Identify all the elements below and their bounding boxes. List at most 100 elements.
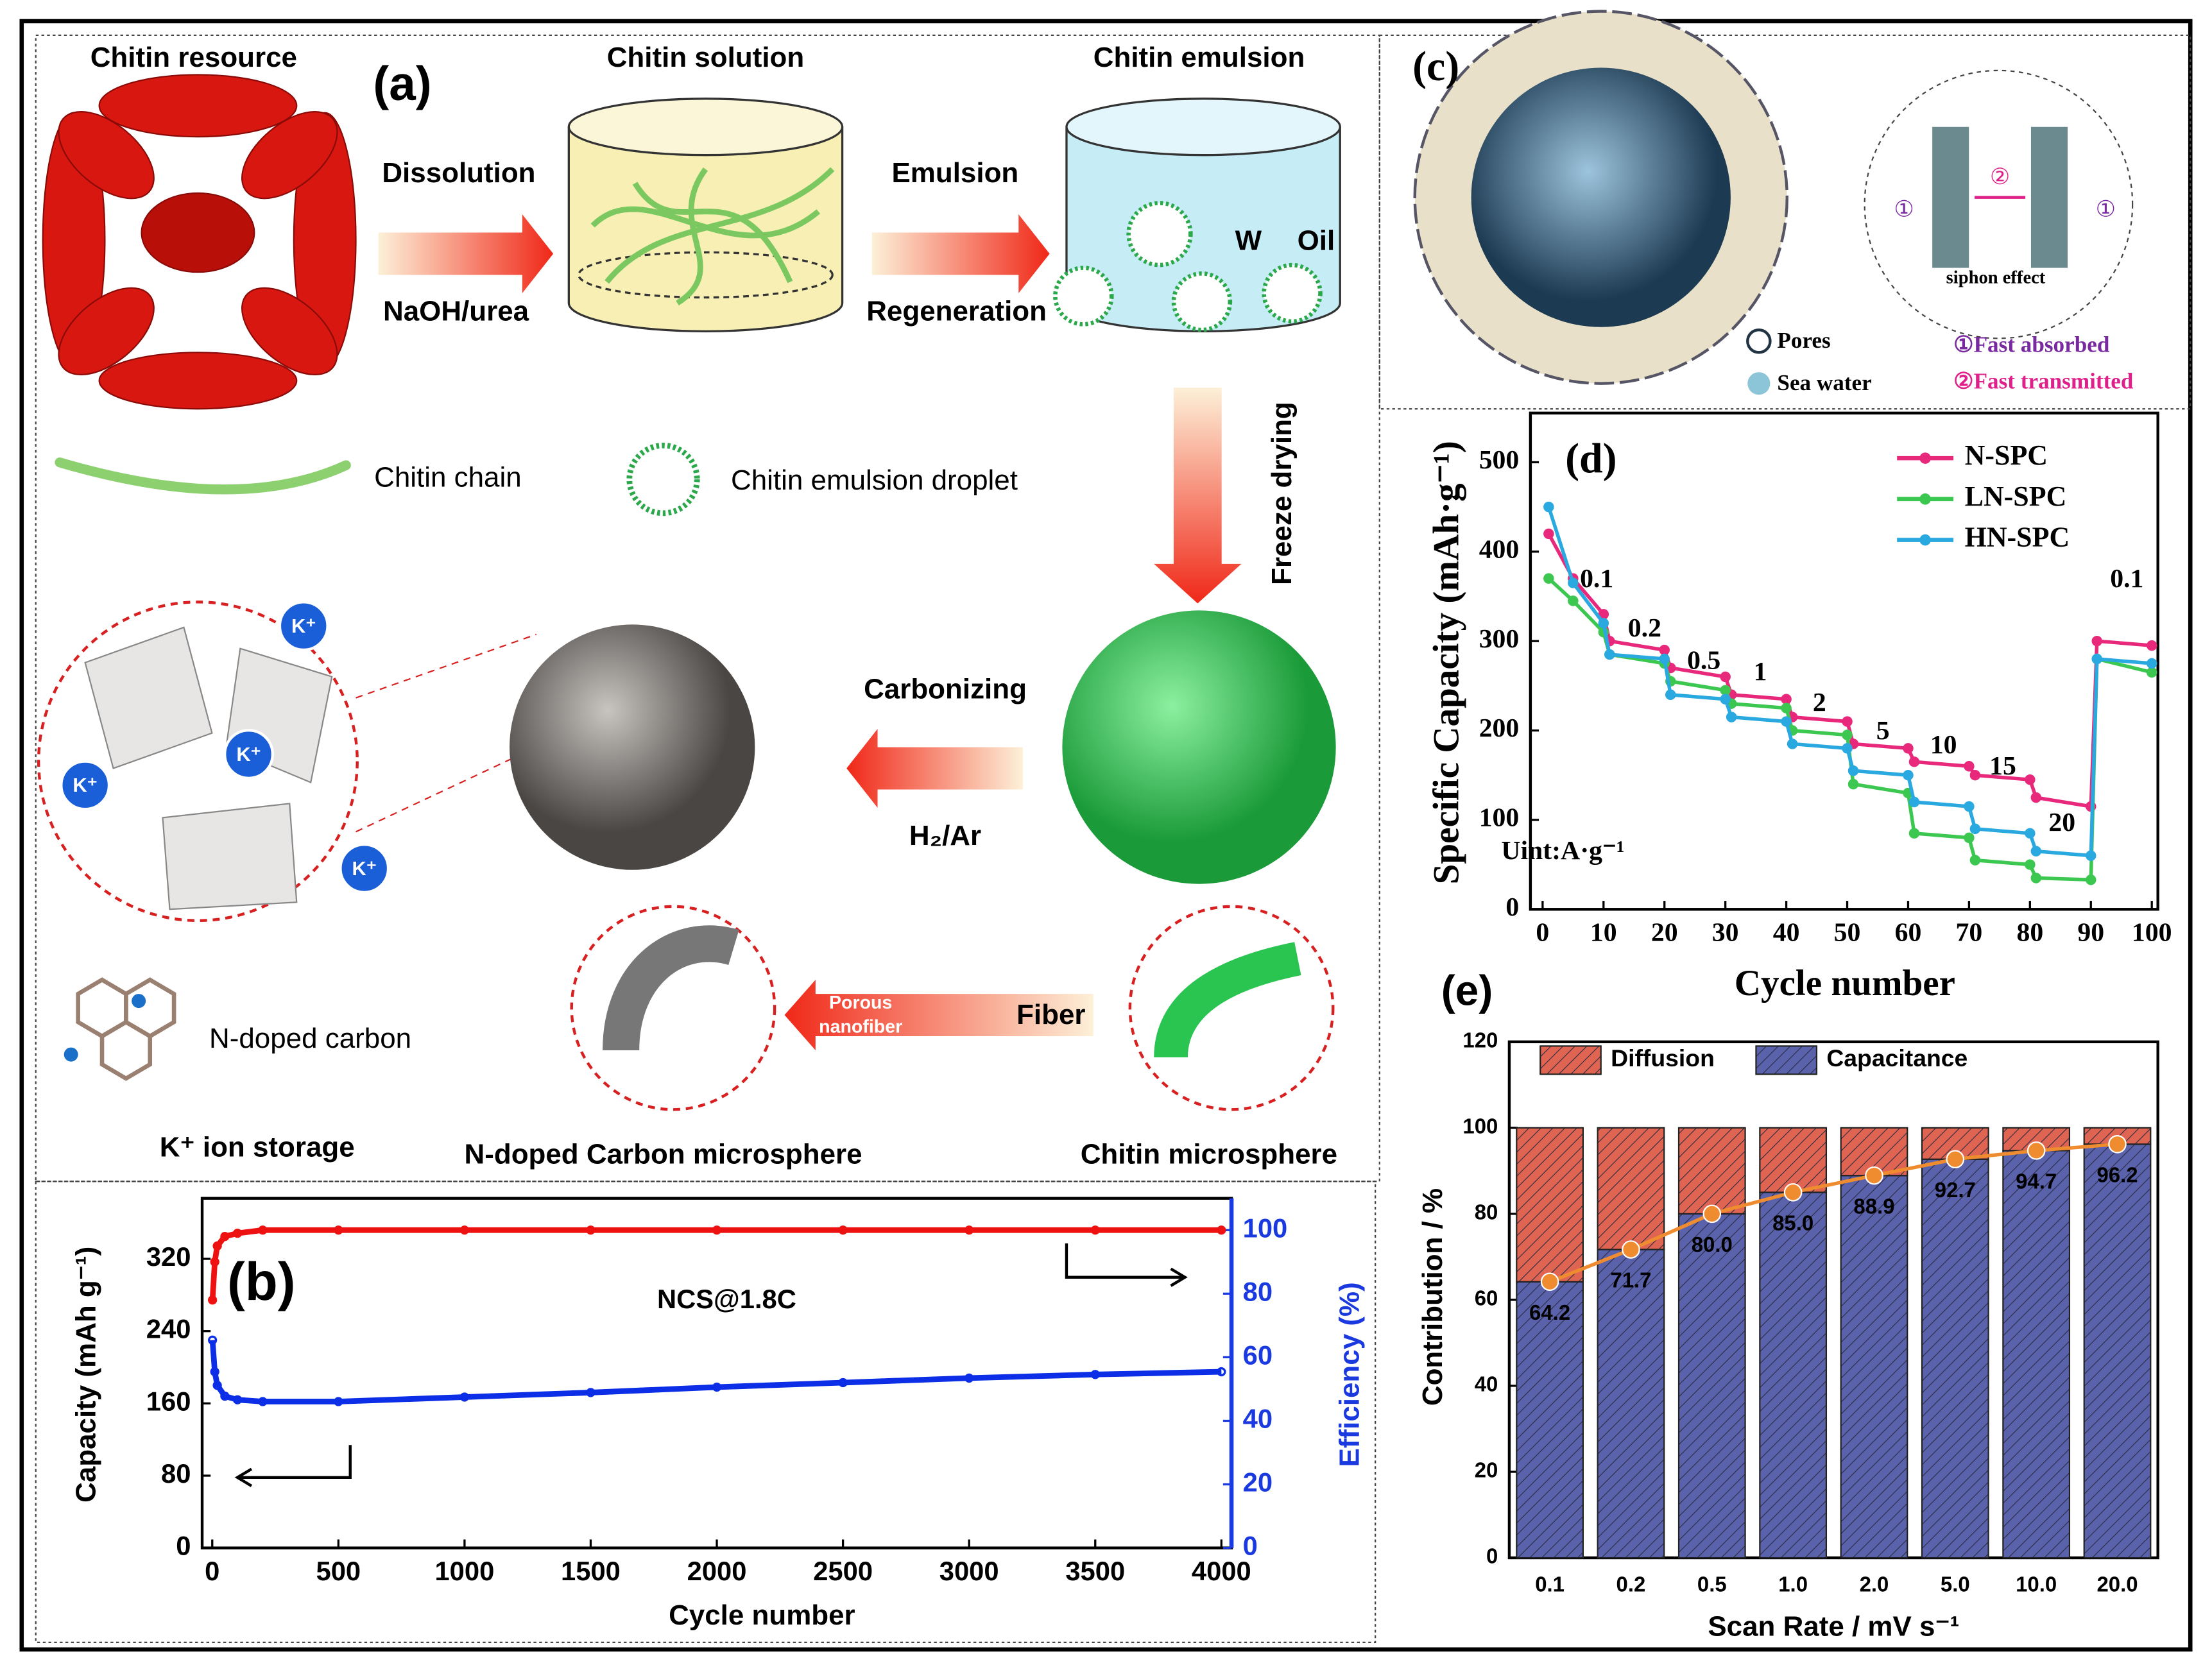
panel-label: (b) [227,1251,296,1311]
label: Sea water [1777,370,1871,395]
marker [1842,743,1853,754]
k-label: K⁺ [291,615,316,637]
marker [1842,729,1853,740]
marker [232,1395,243,1404]
zoom-line [356,746,537,833]
x-tick-label: 3500 [1065,1556,1125,1586]
x-tick-label: 4000 [1192,1556,1251,1586]
marker [220,1232,230,1241]
graphene-sheets [84,626,333,910]
x-tick-label: 10.0 [2016,1573,2057,1596]
marker [1568,595,1579,606]
marker [2025,859,2036,870]
marker [586,1225,596,1235]
x-tick-label: 80 [2016,917,2043,947]
marker [2091,635,2102,647]
x-tick-label: 90 [2077,917,2104,947]
x-tick-label: 5.0 [1941,1573,1970,1596]
nanofiber-icon [603,925,739,1051]
marker [1964,761,1975,772]
marker [2025,774,2036,785]
marker [1543,528,1554,540]
x-tick-label: 50 [1834,917,1861,947]
trend-marker [1783,1183,1803,1202]
label: Regeneration [866,295,1047,327]
marker [2025,828,2036,839]
marker [334,1225,343,1235]
label: Freeze drying [1266,402,1298,585]
k-label: K⁺ [352,857,377,880]
marker [459,1392,470,1402]
marker [1848,778,1859,790]
marker [712,1225,722,1235]
bar-segment [1677,1127,1746,1215]
y2-tick-label: 20 [1243,1467,1273,1497]
marker [2086,874,2096,885]
x-tick-label: 100 [2132,917,2172,947]
legend-marker [1919,534,1931,546]
trend-marker [2108,1135,2127,1154]
label: Dissolution [382,157,535,189]
annotation: 5 [1876,716,1890,746]
marker [1964,801,1975,812]
label: nanofiber [819,1016,902,1037]
bar-segment [1597,1127,1665,1250]
x-tick-label: 60 [1895,917,1922,947]
marker [1903,769,1914,781]
marker [1598,618,1609,629]
marker [1969,823,1981,835]
arrow [234,1445,352,1487]
series-line [209,1340,1222,1404]
marker [1543,573,1554,584]
trend-marker [2027,1141,2046,1160]
x-tick-label: 20 [1651,917,1678,947]
label: H₂/Ar [909,820,981,851]
label: Chitin resource [90,42,297,73]
bar-segment [1921,1158,1989,1559]
x-tick-label: 0.2 [1616,1573,1646,1596]
k-ions [60,601,390,894]
marker [2030,873,2042,883]
panel-label: (e) [1441,967,1493,1014]
data-label: 96.2 [2096,1163,2138,1187]
legend-label: HN-SPC [1965,522,2070,553]
panel-c: (c) siphon effect ① ① ② Pores Sea water … [1412,10,2134,395]
trend-marker [1946,1150,1965,1169]
x-tick-label: 1.0 [1778,1573,1808,1596]
marker [1781,694,1792,705]
legend-swatch [1539,1045,1602,1075]
data-label: 88.9 [1853,1194,1894,1218]
marker [1969,855,1981,866]
marker [1908,828,1920,839]
marker [1720,694,1731,705]
pores-icon [1746,328,1772,354]
label: W [1235,225,1262,257]
marker [1720,671,1731,683]
marker [1665,689,1676,701]
y2-axis-label: Efficiency (%) [1333,1282,1365,1467]
marker [1908,796,1920,808]
legend-marker [1919,452,1931,464]
trend-marker [1702,1204,1722,1224]
plot-frame [1529,411,2159,911]
bar-segment [1677,1213,1746,1559]
label: Chitin emulsion [1093,42,1305,73]
bar-segment [1759,1191,1828,1559]
label: siphon effect [1946,268,2046,288]
data-label: 94.7 [2016,1170,2057,1193]
bar-segment [1597,1249,1665,1559]
arrow [871,214,1050,294]
x-tick-label: 0.1 [1535,1573,1565,1596]
annotation: 10 [1930,730,1957,760]
marker [1787,738,1798,749]
pore-wall [1932,126,1969,268]
x-tick-label: 0 [1536,917,1549,947]
marker [208,1295,218,1305]
marker [1726,712,1737,722]
marker [1543,501,1554,513]
label: Pores [1777,328,1830,353]
x-tick-label: 0.5 [1697,1573,1727,1596]
marker [1848,765,1859,776]
marker [2030,846,2042,857]
